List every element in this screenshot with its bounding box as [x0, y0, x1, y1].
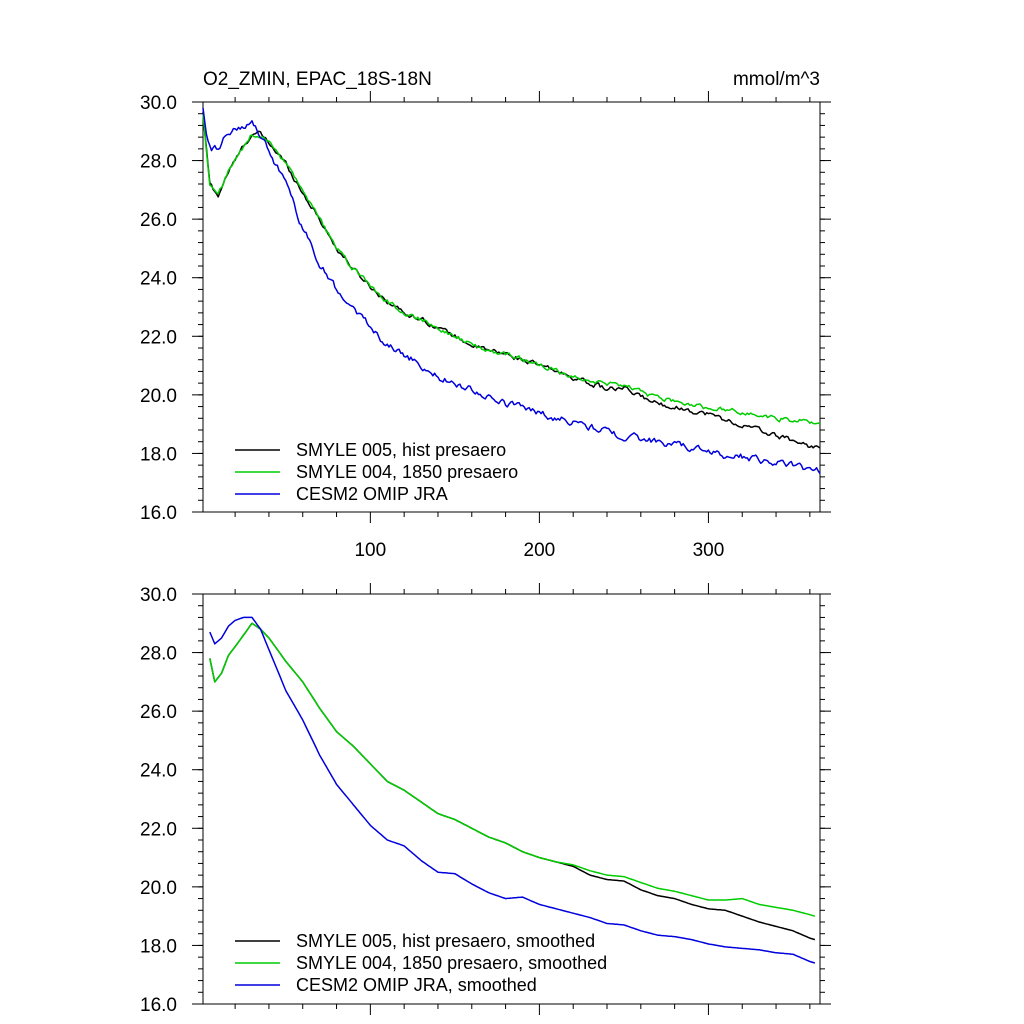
- legend-label-2: CESM2 OMIP JRA, smoothed: [296, 975, 537, 995]
- x-tick-label: 100: [354, 540, 386, 561]
- y-tick-label: 30.0: [140, 93, 177, 114]
- y-tick-label: 26.0: [140, 702, 177, 723]
- panel-top: 16.0 18.0 20.0 22.0 24.0 26.0 28.0 30.0 100 200 30…: [140, 91, 831, 561]
- series-line-1: [209, 622, 816, 917]
- x-tick-label: 300: [693, 540, 725, 561]
- chart-title: O2_ZMIN, EPAC_18S-18N: [203, 69, 432, 90]
- chart-units: mmol/m^3: [733, 69, 820, 90]
- plot-frame: [202, 101, 821, 513]
- y-tick-label: 20.0: [140, 878, 177, 899]
- y-tick-label: 26.0: [140, 210, 177, 231]
- series-line-2: [209, 616, 816, 964]
- y-tick-label: 18.0: [140, 444, 177, 465]
- y-tick-label: 28.0: [140, 152, 177, 173]
- y-tick-label: 20.0: [140, 386, 177, 407]
- legend-label-1: SMYLE 004, 1850 presaero: [296, 462, 518, 482]
- series-line-0: [209, 622, 816, 941]
- series-line-1: [202, 113, 821, 425]
- y-tick-label: 16.0: [140, 995, 177, 1016]
- legend-label-1: SMYLE 004, 1850 presaero, smoothed: [296, 953, 607, 973]
- y-tick-label: 24.0: [140, 761, 177, 782]
- y-tick-label: 18.0: [140, 936, 177, 957]
- y-tick-label: 22.0: [140, 819, 177, 840]
- y-tick-label: 28.0: [140, 644, 177, 665]
- y-tick-label: 16.0: [140, 503, 177, 524]
- legend-label-0: SMYLE 005, hist presaero, smoothed: [296, 931, 595, 951]
- panel-bottom: 16.0 18.0 20.0 22.0 24.0 26.0 28.0 30.0 SMYLE 00…: [140, 583, 831, 1016]
- series-line-0: [202, 112, 821, 449]
- x-tick-label: 200: [524, 540, 556, 561]
- y-tick-label: 22.0: [140, 327, 177, 348]
- legend-label-2: CESM2 OMIP JRA: [296, 484, 448, 504]
- y-tick-label: 30.0: [140, 585, 177, 606]
- y-tick-label: 24.0: [140, 269, 177, 290]
- plot-frame: [202, 593, 821, 1005]
- series-line-2: [202, 107, 821, 474]
- legend-label-0: SMYLE 005, hist presaero: [296, 440, 506, 460]
